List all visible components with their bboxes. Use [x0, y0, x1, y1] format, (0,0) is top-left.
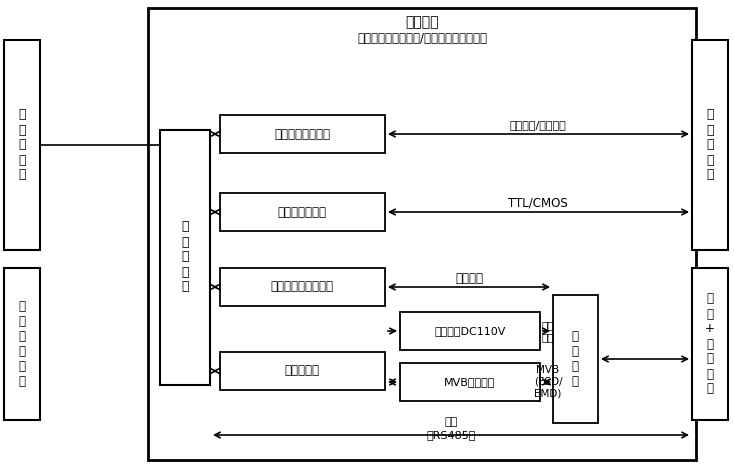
- Text: 故
障
注
入: 故 障 注 入: [572, 330, 578, 388]
- FancyBboxPatch shape: [160, 130, 210, 385]
- FancyBboxPatch shape: [220, 115, 385, 153]
- FancyBboxPatch shape: [220, 268, 385, 306]
- FancyBboxPatch shape: [692, 268, 728, 420]
- Text: 串口服务器: 串口服务器: [285, 365, 319, 378]
- Text: 人机接口测试设备: 人机接口测试设备: [274, 127, 330, 140]
- Text: 被
测
显
示
器: 被 测 显 示 器: [706, 109, 713, 182]
- FancyBboxPatch shape: [553, 295, 598, 423]
- FancyBboxPatch shape: [148, 8, 696, 460]
- Text: 程控电源DC110V: 程控电源DC110V: [435, 326, 506, 336]
- Text: 平
台
+
应
用
软
件: 平 台 + 应 用 软 件: [705, 292, 715, 395]
- Text: 测试设备: 测试设备: [405, 15, 439, 29]
- Text: 测
试
主
控
机: 测 试 主 控 机: [18, 109, 26, 182]
- Text: （RS485）: （RS485）: [426, 430, 476, 440]
- Text: 串口: 串口: [444, 417, 457, 427]
- Text: （人机接口测试模块/通信接口测试模块）: （人机接口测试模块/通信接口测试模块）: [357, 31, 487, 44]
- Text: 以太网络: 以太网络: [455, 271, 483, 285]
- FancyBboxPatch shape: [220, 352, 385, 390]
- Text: MVB陪测设备: MVB陪测设备: [444, 377, 495, 387]
- Text: MVB
(ESD/
EMD): MVB (ESD/ EMD): [534, 366, 562, 399]
- Text: 以
太
交
换
机: 以 太 交 换 机: [181, 220, 189, 293]
- FancyBboxPatch shape: [4, 268, 40, 420]
- FancyBboxPatch shape: [692, 40, 728, 250]
- FancyBboxPatch shape: [4, 40, 40, 250]
- Text: 测
试
管
理
软
件: 测 试 管 理 软 件: [18, 300, 26, 388]
- Text: 以太测试及陪测设备: 以太测试及陪测设备: [271, 280, 333, 293]
- FancyBboxPatch shape: [220, 193, 385, 231]
- Text: TTL/CMOS: TTL/CMOS: [508, 197, 568, 210]
- FancyBboxPatch shape: [400, 363, 540, 401]
- Text: 机械点击/机器视觉: 机械点击/机器视觉: [509, 120, 567, 130]
- Text: 主机
电源: 主机 电源: [542, 320, 554, 342]
- Text: 电信号测试设备: 电信号测试设备: [277, 205, 327, 219]
- FancyBboxPatch shape: [400, 312, 540, 350]
